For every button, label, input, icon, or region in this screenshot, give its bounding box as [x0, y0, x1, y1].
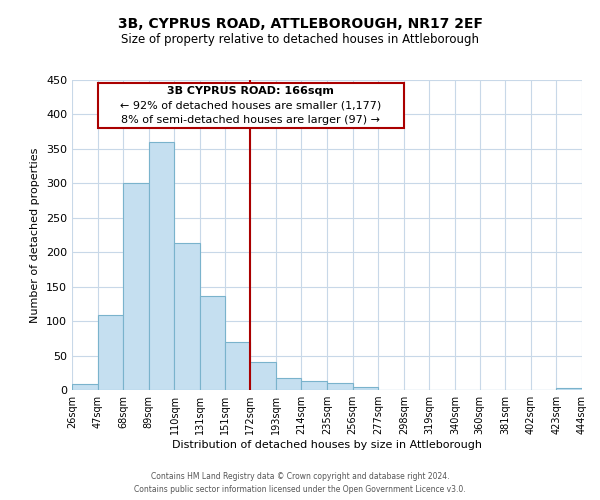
- X-axis label: Distribution of detached houses by size in Attleborough: Distribution of detached houses by size …: [172, 440, 482, 450]
- Bar: [556, 388, 582, 390]
- Text: 3B, CYPRUS ROAD, ATTLEBOROUGH, NR17 2EF: 3B, CYPRUS ROAD, ATTLEBOROUGH, NR17 2EF: [118, 18, 482, 32]
- FancyBboxPatch shape: [97, 83, 404, 128]
- Bar: [327, 383, 353, 390]
- Text: Contains HM Land Registry data © Crown copyright and database right 2024.
Contai: Contains HM Land Registry data © Crown c…: [134, 472, 466, 494]
- Bar: [72, 384, 98, 390]
- Bar: [200, 296, 224, 390]
- Bar: [175, 244, 200, 390]
- Bar: [98, 315, 123, 390]
- Text: Size of property relative to detached houses in Attleborough: Size of property relative to detached ho…: [121, 32, 479, 46]
- Text: ← 92% of detached houses are smaller (1,177): ← 92% of detached houses are smaller (1,…: [120, 100, 381, 110]
- Text: 8% of semi-detached houses are larger (97) →: 8% of semi-detached houses are larger (9…: [121, 115, 380, 125]
- Bar: [353, 386, 378, 390]
- Y-axis label: Number of detached properties: Number of detached properties: [31, 148, 40, 322]
- Bar: [301, 381, 327, 390]
- Text: 3B CYPRUS ROAD: 166sqm: 3B CYPRUS ROAD: 166sqm: [167, 86, 334, 96]
- Bar: [149, 142, 175, 390]
- Bar: [224, 342, 250, 390]
- Bar: [123, 184, 149, 390]
- Bar: [276, 378, 301, 390]
- Bar: [250, 362, 276, 390]
